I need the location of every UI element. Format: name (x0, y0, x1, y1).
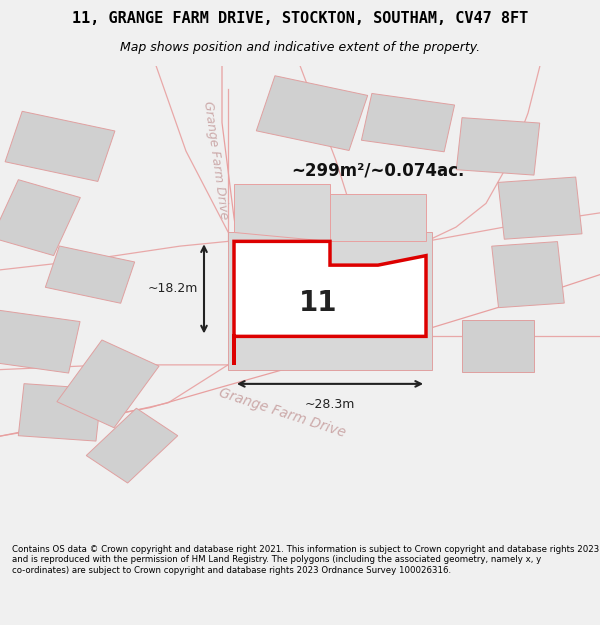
Text: Grange Farm Drive: Grange Farm Drive (217, 385, 347, 439)
Polygon shape (456, 118, 540, 175)
Polygon shape (361, 94, 455, 152)
Polygon shape (86, 408, 178, 483)
Text: 11: 11 (299, 289, 337, 317)
Polygon shape (228, 232, 432, 369)
Polygon shape (462, 320, 534, 372)
Text: Map shows position and indicative extent of the property.: Map shows position and indicative extent… (120, 41, 480, 54)
Text: ~18.2m: ~18.2m (148, 282, 198, 296)
Text: ~299m²/~0.074ac.: ~299m²/~0.074ac. (292, 161, 464, 179)
Polygon shape (46, 246, 134, 303)
Polygon shape (234, 241, 426, 365)
Text: ~28.3m: ~28.3m (305, 398, 355, 411)
Polygon shape (0, 309, 80, 373)
Polygon shape (330, 194, 426, 241)
Polygon shape (234, 184, 330, 241)
Polygon shape (18, 384, 102, 441)
Polygon shape (498, 177, 582, 239)
Text: Contains OS data © Crown copyright and database right 2021. This information is : Contains OS data © Crown copyright and d… (12, 545, 599, 574)
Text: 11, GRANGE FARM DRIVE, STOCKTON, SOUTHAM, CV47 8FT: 11, GRANGE FARM DRIVE, STOCKTON, SOUTHAM… (72, 11, 528, 26)
Polygon shape (57, 340, 159, 428)
Polygon shape (256, 76, 368, 151)
Polygon shape (0, 179, 80, 256)
Text: Grange Farm Drive: Grange Farm Drive (201, 101, 231, 221)
Polygon shape (5, 111, 115, 181)
Polygon shape (492, 242, 564, 308)
